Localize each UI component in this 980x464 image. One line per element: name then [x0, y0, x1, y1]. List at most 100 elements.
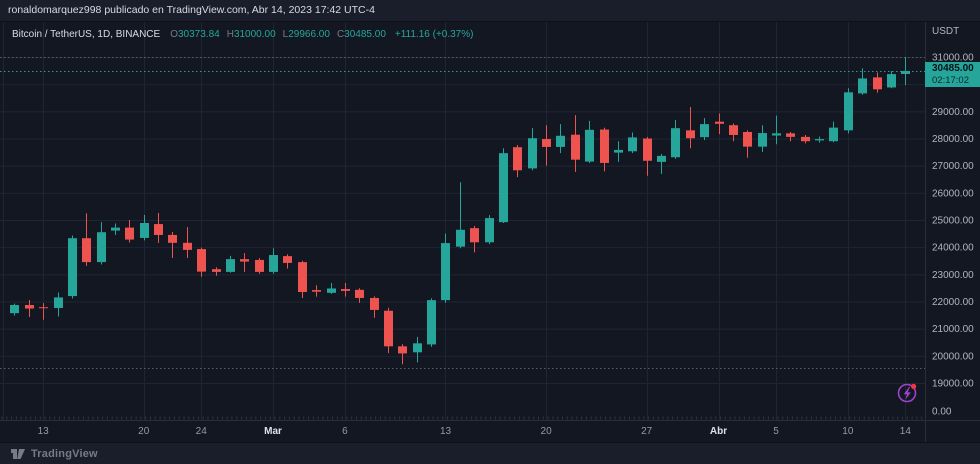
candle	[370, 296, 379, 318]
chart-legend: Bitcoin / TetherUS, 1D, BINANCE O 30373.…	[12, 27, 473, 41]
candle	[226, 255, 235, 273]
candle	[312, 285, 321, 297]
candle	[801, 134, 810, 144]
candle	[628, 132, 637, 154]
tradingview-logo-icon[interactable]	[10, 448, 26, 460]
price-tick-label: 26000.00	[932, 188, 974, 199]
candle	[758, 125, 767, 153]
price-tick-label: 20000.00	[932, 351, 974, 362]
candle	[68, 235, 77, 299]
flash-icon[interactable]	[897, 383, 917, 403]
candle	[844, 88, 853, 134]
time-tick-label: 20	[138, 426, 150, 437]
candle	[556, 124, 565, 154]
candle	[456, 182, 465, 249]
candle	[327, 283, 336, 294]
high-value: 31000.00	[233, 28, 276, 40]
notification-dot	[911, 383, 917, 389]
time-tick-label: 24	[196, 426, 208, 437]
candle	[54, 292, 63, 317]
time-tick-label: 27	[641, 426, 653, 437]
candle	[829, 121, 838, 143]
symbol-title[interactable]: Bitcoin / TetherUS, 1D, BINANCE	[12, 28, 161, 40]
candle	[901, 57, 910, 86]
time-tick-label: 20	[541, 426, 553, 437]
low-label: L	[282, 28, 289, 40]
candle	[499, 148, 508, 223]
price-tick-label: 21000.00	[932, 324, 974, 335]
change-value: +111.16 (+0.37%)	[394, 28, 474, 40]
candlestick-chart[interactable]: 31000.00 29000.00 28000.00 27000.00 26000.00…	[0, 22, 980, 442]
candle	[873, 72, 882, 93]
candle	[485, 215, 494, 245]
candle	[125, 220, 134, 243]
candle	[154, 212, 163, 243]
candle	[585, 120, 594, 163]
candle	[183, 227, 192, 259]
price-tick-label: 23000.00	[932, 270, 974, 281]
open-label: O	[170, 28, 178, 40]
last-price-label: 30485.00 02:17:02	[925, 62, 980, 87]
candle	[614, 141, 623, 162]
low-value: 29966.00	[288, 28, 330, 40]
time-axis[interactable]	[0, 420, 925, 442]
price-tick-label: 27000.00	[932, 161, 974, 172]
candle	[269, 248, 278, 274]
publish-info-text: ronaldomarquez998 publicado en TradingVi…	[8, 4, 375, 16]
price-axis-labels: 31000.00 29000.00 28000.00 27000.00 26000.00…	[932, 53, 974, 418]
candle	[298, 260, 307, 298]
time-tick-label: 13	[38, 426, 50, 437]
candle	[700, 118, 709, 141]
candle	[283, 254, 292, 269]
axis-borders	[0, 22, 980, 442]
candle	[542, 125, 551, 166]
candle	[413, 336, 422, 363]
high-label: H	[226, 28, 234, 40]
candle	[427, 298, 436, 347]
candle	[743, 130, 752, 158]
candle	[657, 153, 666, 174]
candle	[240, 253, 249, 272]
candle	[212, 267, 221, 276]
candle	[729, 123, 738, 142]
candle	[858, 68, 867, 95]
time-axis-labels: 13 20 24 Mar 6 13 20 27 Abr 5 10 14	[38, 426, 912, 437]
footer-bar: TradingView	[0, 442, 980, 464]
candle	[82, 213, 91, 266]
grid-lines	[0, 22, 925, 420]
price-axis[interactable]	[925, 22, 980, 442]
candle	[384, 307, 393, 354]
candle	[441, 233, 450, 303]
time-tick-label: 6	[342, 426, 348, 437]
time-tick-label: 14	[900, 426, 912, 437]
price-tick-label: 25000.00	[932, 216, 974, 227]
flash-button[interactable]	[897, 383, 917, 403]
candle	[168, 231, 177, 259]
price-tick-label: 24000.00	[932, 243, 974, 254]
candle	[341, 283, 350, 297]
candle	[671, 120, 680, 159]
time-tick-label: Abr	[710, 426, 727, 437]
close-value: 30485.00	[344, 28, 386, 40]
candle	[398, 344, 407, 365]
bar-countdown: 02:17:02	[932, 75, 969, 86]
candle	[97, 222, 106, 265]
time-tick-label: 5	[773, 426, 779, 437]
candle	[643, 136, 652, 176]
last-price-value: 30485.00	[932, 63, 974, 74]
candle	[786, 131, 795, 142]
lightning-bolt-icon	[903, 386, 911, 400]
candle	[815, 136, 824, 143]
candle	[197, 247, 206, 277]
candle	[111, 223, 120, 235]
price-tick-label: 31000.00	[932, 53, 974, 64]
candle	[600, 127, 609, 172]
price-tick-label: 28000.00	[932, 134, 974, 145]
candle	[25, 299, 34, 317]
candle	[39, 303, 48, 320]
open-value: 30373.84	[177, 28, 220, 40]
tradingview-wordmark[interactable]: TradingView	[31, 447, 98, 460]
candle	[686, 106, 695, 149]
time-tick-label: 10	[842, 426, 854, 437]
candle	[255, 258, 264, 274]
